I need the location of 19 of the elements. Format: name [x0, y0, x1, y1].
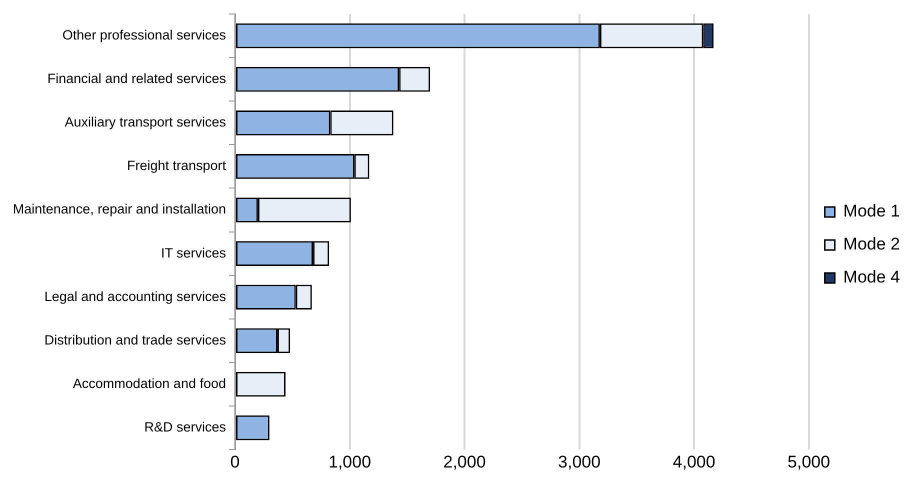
legend-label: Mode 1	[843, 202, 900, 221]
y-tick-label: R&D services	[144, 420, 226, 435]
x-tick-label: 1,000	[328, 452, 372, 472]
x-tick-label: 2,000	[443, 452, 486, 472]
y-tick-label: Other professional services	[62, 28, 226, 42]
y-tick-label: Legal and accounting services	[44, 288, 226, 304]
y-tick-label: Accommodation and food	[72, 376, 226, 391]
x-tick-label: 3,000	[558, 452, 601, 472]
x-tick-label: 4,000	[672, 452, 716, 472]
y-tick-label: Freight transport	[126, 158, 226, 174]
y-tick-label: Financial and related services	[47, 71, 226, 86]
y-tick-label: Maintenance, repair and installation	[12, 202, 226, 217]
legend-label: Mode 4	[843, 268, 900, 287]
y-tick-label: IT services	[160, 245, 226, 260]
legend-label: Mode 2	[843, 234, 900, 254]
y-tick-label: Auxiliary transport services	[64, 114, 226, 130]
x-tick-label: 0	[230, 452, 240, 472]
x-tick-label: 5,000	[788, 452, 830, 472]
y-tick-label: Distribution and trade services	[44, 332, 226, 348]
